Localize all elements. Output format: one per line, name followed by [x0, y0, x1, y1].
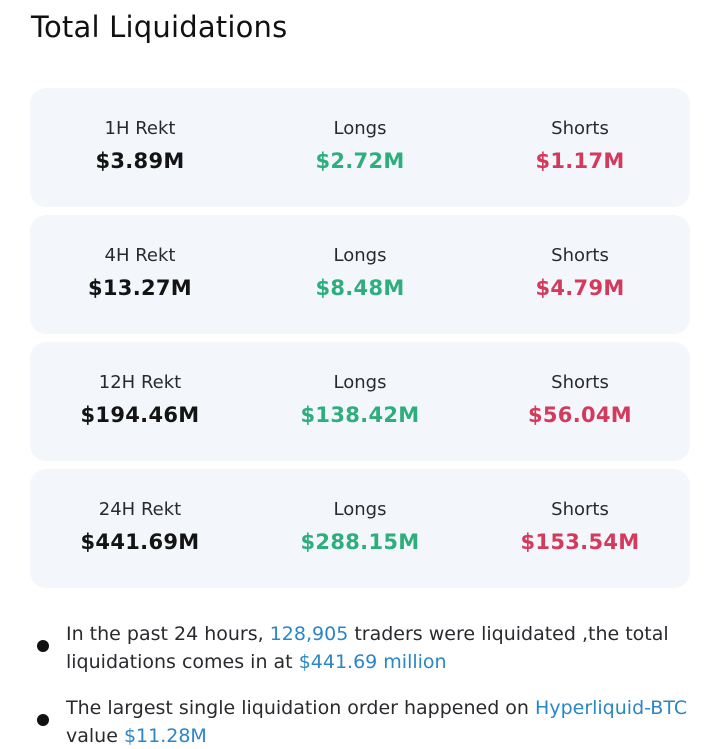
longs-column: Longs $138.42M	[250, 342, 470, 461]
shorts-value: $4.79M	[535, 276, 625, 300]
longs-label: Longs	[333, 245, 387, 266]
largest-order-amount-link[interactable]: $11.28M	[123, 725, 207, 747]
note-traders-liquidated: In the past 24 hours, 128,905 traders we…	[32, 620, 692, 676]
total-value: $441.69M	[80, 530, 200, 554]
period-label: 4H Rekt	[104, 245, 176, 266]
total-column: 1H Rekt $3.89M	[30, 88, 250, 207]
shorts-column: Shorts $153.54M	[470, 469, 690, 588]
note-text: The largest single liquidation order hap…	[66, 694, 692, 749]
total-column: 4H Rekt $13.27M	[30, 215, 250, 334]
liquidation-card-1h: 1H Rekt $3.89M Longs $2.72M Shorts $1.17…	[30, 88, 690, 207]
period-label: 12H Rekt	[98, 372, 182, 393]
longs-column: Longs $8.48M	[250, 215, 470, 334]
shorts-label: Shorts	[551, 245, 609, 266]
note-text-part: The largest single liquidation order hap…	[66, 697, 536, 719]
note-text-part: In the past 24 hours,	[66, 623, 270, 645]
note-text: In the past 24 hours, 128,905 traders we…	[66, 620, 692, 676]
shorts-label: Shorts	[551, 372, 609, 393]
period-label: 24H Rekt	[98, 499, 182, 520]
longs-label: Longs	[333, 118, 387, 139]
liquidation-card-24h: 24H Rekt $441.69M Longs $288.15M Shorts …	[30, 469, 690, 588]
shorts-column: Shorts $4.79M	[470, 215, 690, 334]
longs-column: Longs $2.72M	[250, 88, 470, 207]
shorts-value: $153.54M	[520, 530, 640, 554]
total-column: 24H Rekt $441.69M	[30, 469, 250, 588]
shorts-column: Shorts $1.17M	[470, 88, 690, 207]
liquidation-cards: 1H Rekt $3.89M Longs $2.72M Shorts $1.17…	[30, 88, 690, 596]
longs-value: $138.42M	[300, 403, 420, 427]
total-column: 12H Rekt $194.46M	[30, 342, 250, 461]
longs-value: $2.72M	[315, 149, 405, 173]
page-title: Total Liquidations	[31, 10, 288, 44]
longs-label: Longs	[333, 499, 387, 520]
shorts-column: Shorts $56.04M	[470, 342, 690, 461]
period-label: 1H Rekt	[104, 118, 176, 139]
longs-column: Longs $288.15M	[250, 469, 470, 588]
longs-value: $288.15M	[300, 530, 420, 554]
summary-notes: In the past 24 hours, 128,905 traders we…	[32, 620, 692, 749]
longs-label: Longs	[333, 372, 387, 393]
note-text-part: value	[66, 725, 124, 747]
bullet-icon	[37, 640, 49, 652]
total-value: $13.27M	[87, 276, 193, 300]
liquidation-card-12h: 12H Rekt $194.46M Longs $138.42M Shorts …	[30, 342, 690, 461]
shorts-value: $56.04M	[527, 403, 633, 427]
longs-value: $8.48M	[315, 276, 405, 300]
note-text-part: traders were liquidated ,the total liqui…	[66, 623, 669, 673]
pair-link[interactable]: Hyperliquid-BTC	[535, 697, 688, 719]
shorts-label: Shorts	[551, 499, 609, 520]
shorts-label: Shorts	[551, 118, 609, 139]
note-largest-order: The largest single liquidation order hap…	[32, 694, 692, 749]
total-value: $194.46M	[80, 403, 200, 427]
total-value: $3.89M	[95, 149, 185, 173]
traders-count-link[interactable]: 128,905	[269, 623, 349, 645]
liquidation-card-4h: 4H Rekt $13.27M Longs $8.48M Shorts $4.7…	[30, 215, 690, 334]
bullet-icon	[37, 714, 49, 726]
total-amount-link[interactable]: $441.69 million	[298, 651, 447, 673]
shorts-value: $1.17M	[535, 149, 625, 173]
